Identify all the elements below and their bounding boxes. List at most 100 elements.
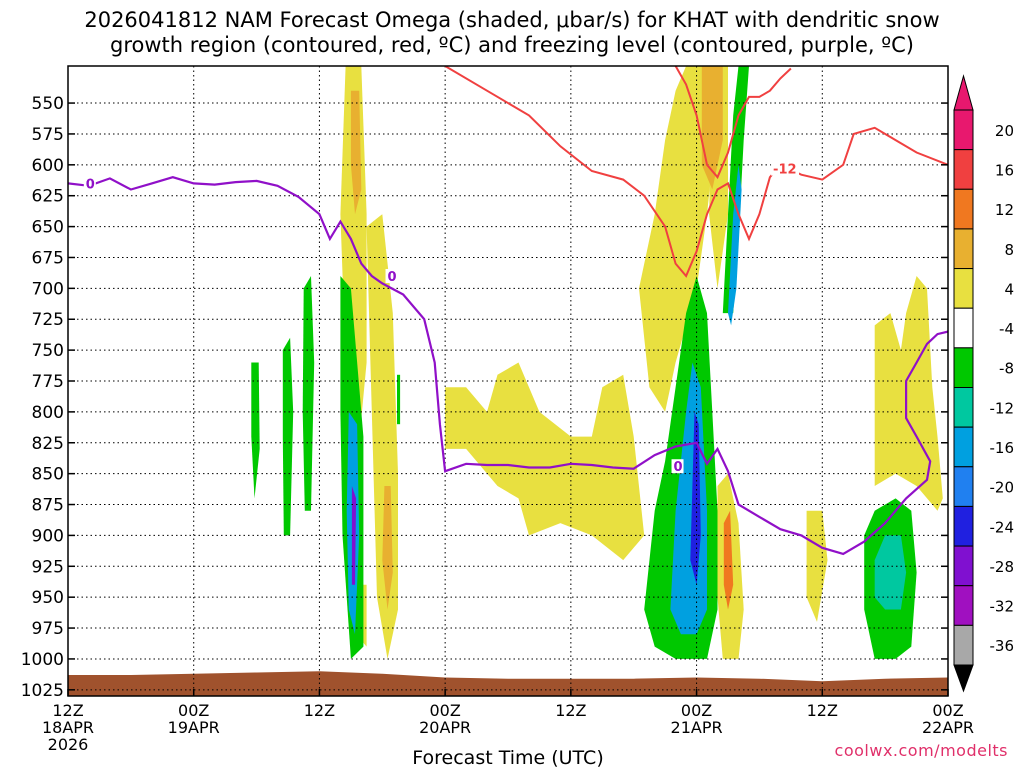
y-tick-label-975: 975	[32, 619, 64, 639]
x-tick-label-60-line2: 21APR	[671, 718, 723, 737]
freezing-level-line	[68, 176, 948, 556]
y-tick-label-650: 650	[32, 218, 64, 238]
omega-shade-region-7	[351, 486, 357, 585]
colorbar-label-4: 4	[1004, 280, 1014, 298]
colorbar-swatch-2	[953, 188, 974, 230]
dgz-contour-label: -12	[771, 161, 800, 178]
y-tick-label-775: 775	[32, 372, 64, 392]
colorbar-label-2: 12	[995, 201, 1014, 219]
y-tick-label-700: 700	[32, 279, 64, 299]
x-tick-label-12-line2: 19APR	[168, 718, 220, 737]
colorbar-swatch-4	[953, 268, 974, 309]
x-tick-label-24-line1: 12Z	[304, 701, 335, 720]
colorbar-swatch-8	[953, 426, 974, 468]
y-tick-label-825: 825	[32, 434, 64, 454]
colorbar-label-3: 8	[1004, 241, 1014, 259]
omega-shade-region-15	[701, 66, 723, 190]
colorbar-swatch-6	[953, 347, 974, 389]
x-tick-label-60-line1: 00Z	[681, 701, 712, 720]
omega-shade-region-20	[728, 164, 742, 326]
x-tick-label-48-line1: 12Z	[555, 701, 586, 720]
x-tick-label-0-line2: 18APR	[42, 718, 94, 737]
colorbar-top-arrow	[953, 74, 974, 111]
colorbar-label-11: -28	[990, 558, 1015, 576]
colorbar-label-7: -12	[990, 399, 1015, 417]
colorbar-label-10: -24	[990, 518, 1015, 536]
y-tick-label-875: 875	[32, 496, 64, 516]
x-tick-label-0-line3: 2026	[48, 735, 89, 754]
colorbar-label-8: -16	[990, 439, 1015, 457]
colorbar-label-0: 20	[995, 122, 1014, 140]
y-tick-label-950: 950	[32, 588, 64, 608]
colorbar-label-6: -8	[999, 360, 1014, 378]
x-axis-title: Forecast Time (UTC)	[412, 747, 603, 768]
freezing-level-label-3-text: 0	[674, 460, 683, 475]
y-tick-label-800: 800	[32, 403, 64, 423]
y-tick-label-1025: 1025	[21, 681, 64, 701]
y-tick-label-1000: 1000	[21, 650, 64, 670]
omega-shade-region-26	[874, 535, 907, 610]
chart-title-line-2: growth region (contoured, red, ºC) and f…	[110, 33, 914, 57]
freezing-level-label-2-bg	[385, 269, 398, 283]
y-tick-label-550: 550	[32, 94, 64, 114]
omega-shade-region-1	[350, 90, 362, 215]
omega-shade-region-12	[445, 362, 645, 561]
colorbar-swatch-7	[953, 387, 974, 428]
colorbar-swatch-12	[953, 585, 974, 626]
freezing-level-label-2: 0	[385, 269, 398, 285]
y-tick-label-925: 925	[32, 557, 64, 577]
freezing-level-label-1-text: 0	[86, 177, 95, 192]
chart-title-line-1: 2026041812 NAM Forecast Omega (shaded, μ…	[84, 8, 940, 32]
x-tick-label-36-line2: 20APR	[419, 718, 471, 737]
y-tick-label-600: 600	[32, 156, 64, 176]
colorbar-bottom-arrow	[953, 664, 974, 693]
freezing-level-label-2-text: 0	[388, 270, 397, 285]
colorbar-swatch-5	[953, 307, 974, 349]
colorbar-swatch-9	[953, 466, 974, 507]
freezing-level-label-1: 0	[83, 176, 96, 192]
x-tick-label-84-line2: 22APR	[922, 718, 974, 737]
y-tick-label-750: 750	[32, 341, 64, 361]
y-tick-label-575: 575	[32, 125, 64, 145]
freezing-level-label-3: 0	[671, 459, 684, 475]
colorbar-swatch-1	[953, 149, 974, 190]
omega-shade-region-8	[302, 276, 315, 511]
colorbar-label-5: -4	[999, 320, 1014, 338]
y-tick-label-725: 725	[32, 310, 64, 330]
freezing-level-label-1-bg	[83, 176, 96, 191]
colorbar-swatch-11	[953, 545, 974, 587]
omega-shade-region-11	[397, 374, 401, 425]
omega-shade-region-10	[251, 362, 260, 499]
x-tick-label-12-line1: 00Z	[178, 701, 209, 720]
chart-title: 2026041812 NAM Forecast Omega (shaded, μ…	[0, 8, 1024, 58]
omega-shade-region-9	[282, 337, 294, 536]
omega-shade-region-13	[639, 66, 718, 412]
omega-shade-region-18	[690, 411, 701, 585]
x-tick-label-36-line1: 00Z	[429, 701, 460, 720]
x-tick-label-72-line1: 12Z	[807, 701, 838, 720]
dgz-contour-label-text: -12	[773, 163, 797, 178]
site-credit: coolwx.com/modelts	[834, 741, 1008, 760]
dgz-contour-label-bg	[771, 161, 800, 176]
dgz-contour-line-1	[674, 66, 792, 180]
x-tick-label-0-line1: 12Z	[52, 701, 83, 720]
omega-shade-region-24	[874, 276, 943, 511]
colorbar-label-9: -20	[990, 479, 1015, 497]
y-tick-label-900: 900	[32, 526, 64, 546]
y-tick-label-850: 850	[32, 465, 64, 485]
freezing-level-label-3-bg	[671, 459, 684, 474]
colorbar-swatch-0	[953, 109, 974, 151]
colorbar-label-1: 16	[995, 161, 1014, 179]
terrain-surface	[68, 671, 948, 696]
y-tick-label-625: 625	[32, 187, 64, 207]
colorbar-swatch-3	[953, 228, 974, 270]
omega-shade-region-3	[382, 486, 393, 610]
x-tick-label-84-line1: 00Z	[932, 701, 963, 720]
dgz-contour-line-0	[444, 66, 948, 278]
colorbar-label-13: -36	[990, 637, 1015, 655]
y-tick-label-675: 675	[32, 248, 64, 268]
plot-area: 0 0 0 -12	[68, 66, 948, 696]
colorbar-swatch-13	[953, 624, 974, 666]
colorbar-swatch-10	[953, 505, 974, 547]
